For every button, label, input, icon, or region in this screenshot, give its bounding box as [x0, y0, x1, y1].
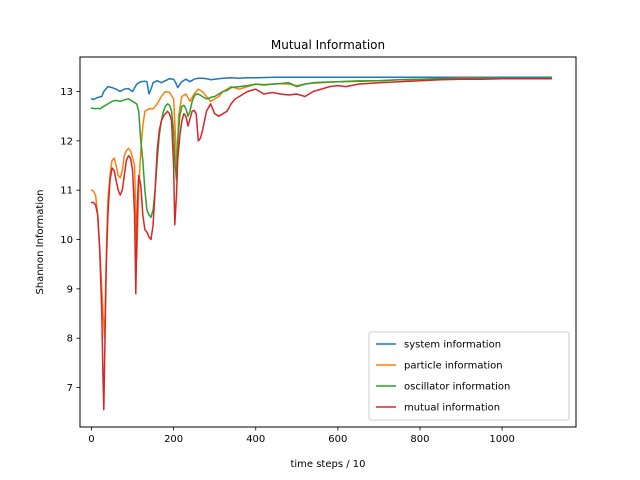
legend-label-particle-information: particle information [404, 361, 503, 372]
series-line-mutual-information [90, 77, 553, 411]
y-tick-label: 10 [60, 235, 73, 246]
x-tick-label: 200 [164, 434, 183, 445]
legend-box [368, 331, 570, 421]
chart-title: Mutual Information [271, 38, 385, 52]
series-layer [90, 76, 553, 411]
y-tick-label: 11 [60, 186, 73, 197]
y-tick-label: 12 [60, 136, 73, 147]
series-line-system-information [90, 76, 553, 101]
plot-frame [79, 56, 577, 428]
y-tick-label: 9 [67, 284, 73, 295]
y-axis: 7 8 9 10 11 12 13 [60, 87, 80, 394]
legend: system information particle information os… [368, 331, 570, 421]
x-tick-label: 0 [88, 434, 94, 445]
legend-label-mutual-information: mutual information [404, 403, 500, 414]
x-tick-label: 400 [246, 434, 265, 445]
legend-label-oscillator-information: oscillator information [404, 382, 510, 393]
x-tick-label: 600 [328, 434, 347, 445]
y-tick-label: 13 [60, 87, 73, 98]
legend-label-system-information: system information [404, 340, 501, 351]
x-axis: 0 200 400 600 800 1000 [88, 427, 515, 445]
x-tick-label: 800 [410, 434, 429, 445]
y-axis-label: Shannon Information [35, 189, 46, 294]
x-tick-label: 1000 [489, 434, 514, 445]
series-line-oscillator-information [90, 77, 553, 219]
x-axis-label: time steps / 10 [290, 459, 365, 470]
y-tick-label: 8 [67, 334, 73, 345]
y-tick-label: 7 [67, 383, 73, 394]
